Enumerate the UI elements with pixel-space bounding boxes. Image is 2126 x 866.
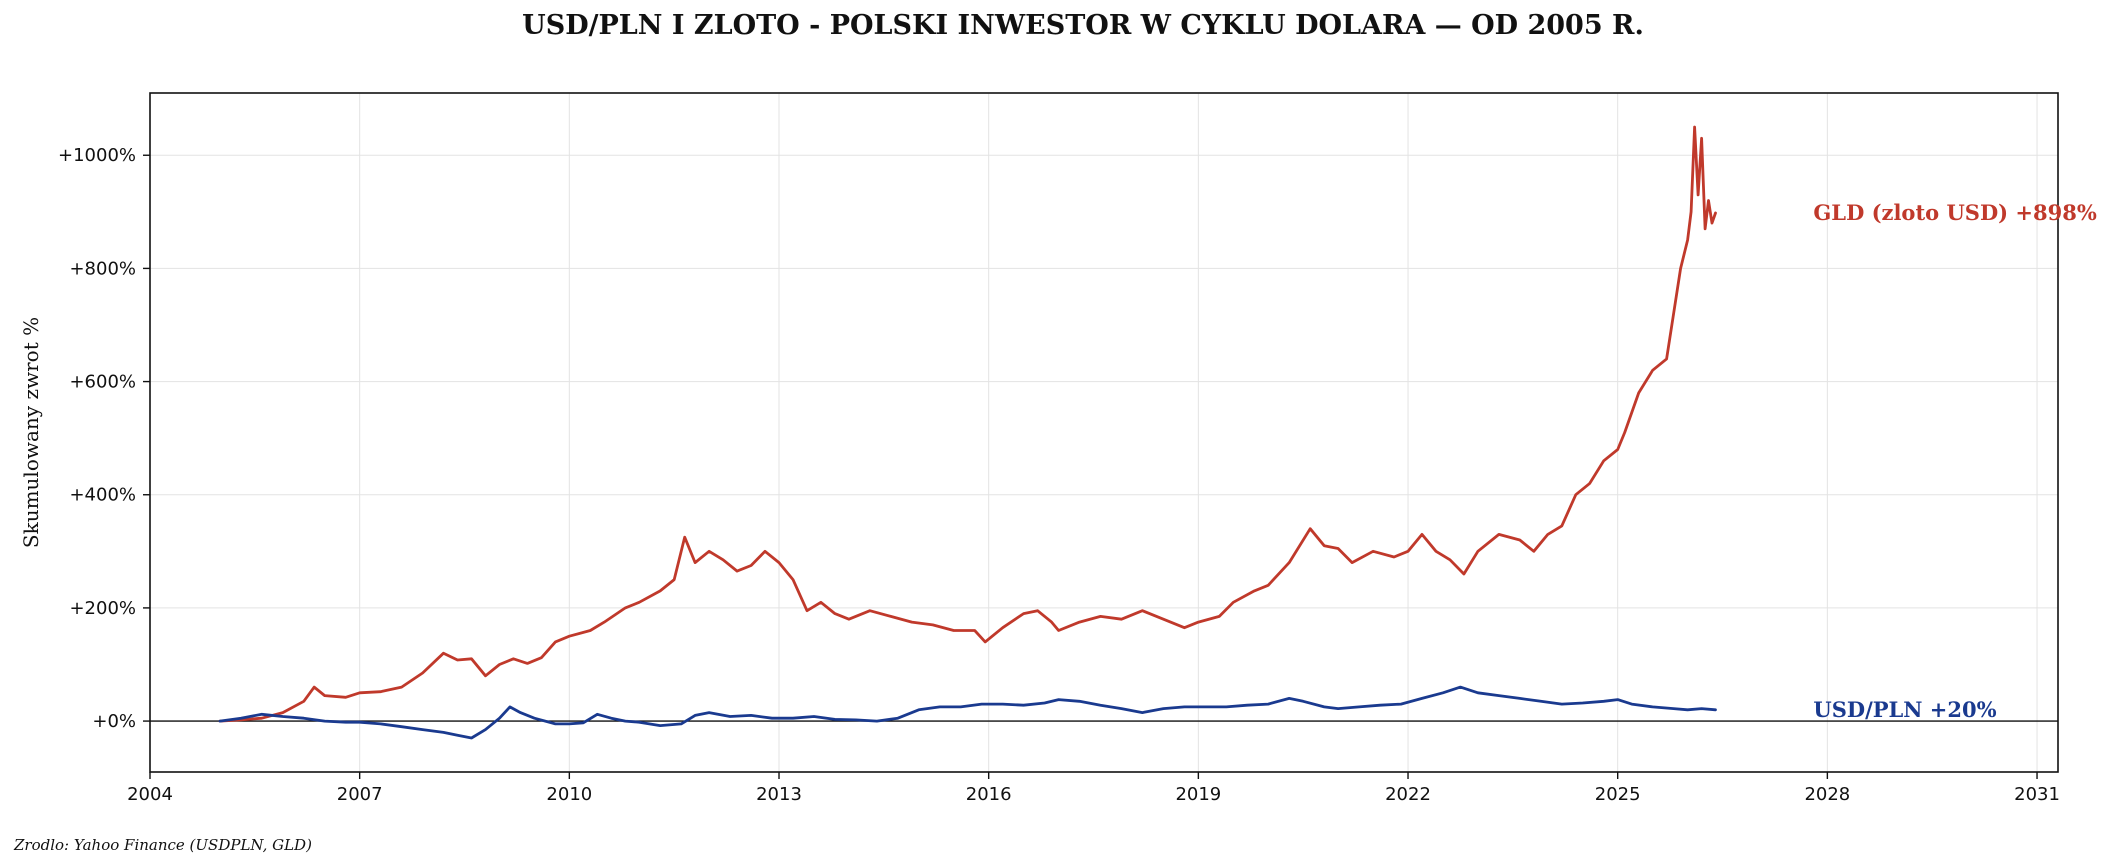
y-tick-label: +800% <box>69 258 136 279</box>
x-tick-label: 2004 <box>127 784 173 805</box>
series-end-label-0: GLD (zloto USD) +898% <box>1813 200 2096 225</box>
y-tick-label: +1000% <box>58 145 136 166</box>
source-note: Zrodlo: Yahoo Finance (USDPLN, GLD) <box>13 836 312 854</box>
y-tick-label: +400% <box>69 485 136 506</box>
chart-title: USD/PLN I ZLOTO - POLSKI INWESTOR W CYKL… <box>522 10 1644 41</box>
x-tick-label: 2022 <box>1385 784 1431 805</box>
plot-frame <box>149 92 2059 773</box>
x-tick-label: 2016 <box>966 784 1012 805</box>
grid <box>149 93 2058 772</box>
y-tick-label: +200% <box>69 598 136 619</box>
y-tick-label: +600% <box>69 372 136 393</box>
y-tick-label: +0% <box>92 711 136 732</box>
x-tick-label: 2028 <box>1804 784 1850 805</box>
x-tick-label: 2031 <box>2014 784 2060 805</box>
axis-ticks: 2004 2007 2010 2013 2016 2019 2022 2025 2028 2031… <box>58 145 2060 805</box>
x-tick-label: 2013 <box>756 784 802 805</box>
x-tick-label: 2019 <box>1175 784 1221 805</box>
series-end-labels: GLD (zloto USD) +898% USD/PLN +20% <box>1813 200 2096 722</box>
x-tick-label: 2010 <box>546 784 592 805</box>
series-line-0 <box>218 125 1717 723</box>
y-axis-label: Skumulowany zwrot % <box>19 317 43 548</box>
x-tick-label: 2025 <box>1595 784 1641 805</box>
series-layer <box>218 125 1717 740</box>
series-end-label-1: USD/PLN +20% <box>1813 697 1996 722</box>
x-tick-label: 2007 <box>337 784 383 805</box>
series-line-1 <box>218 685 1717 740</box>
